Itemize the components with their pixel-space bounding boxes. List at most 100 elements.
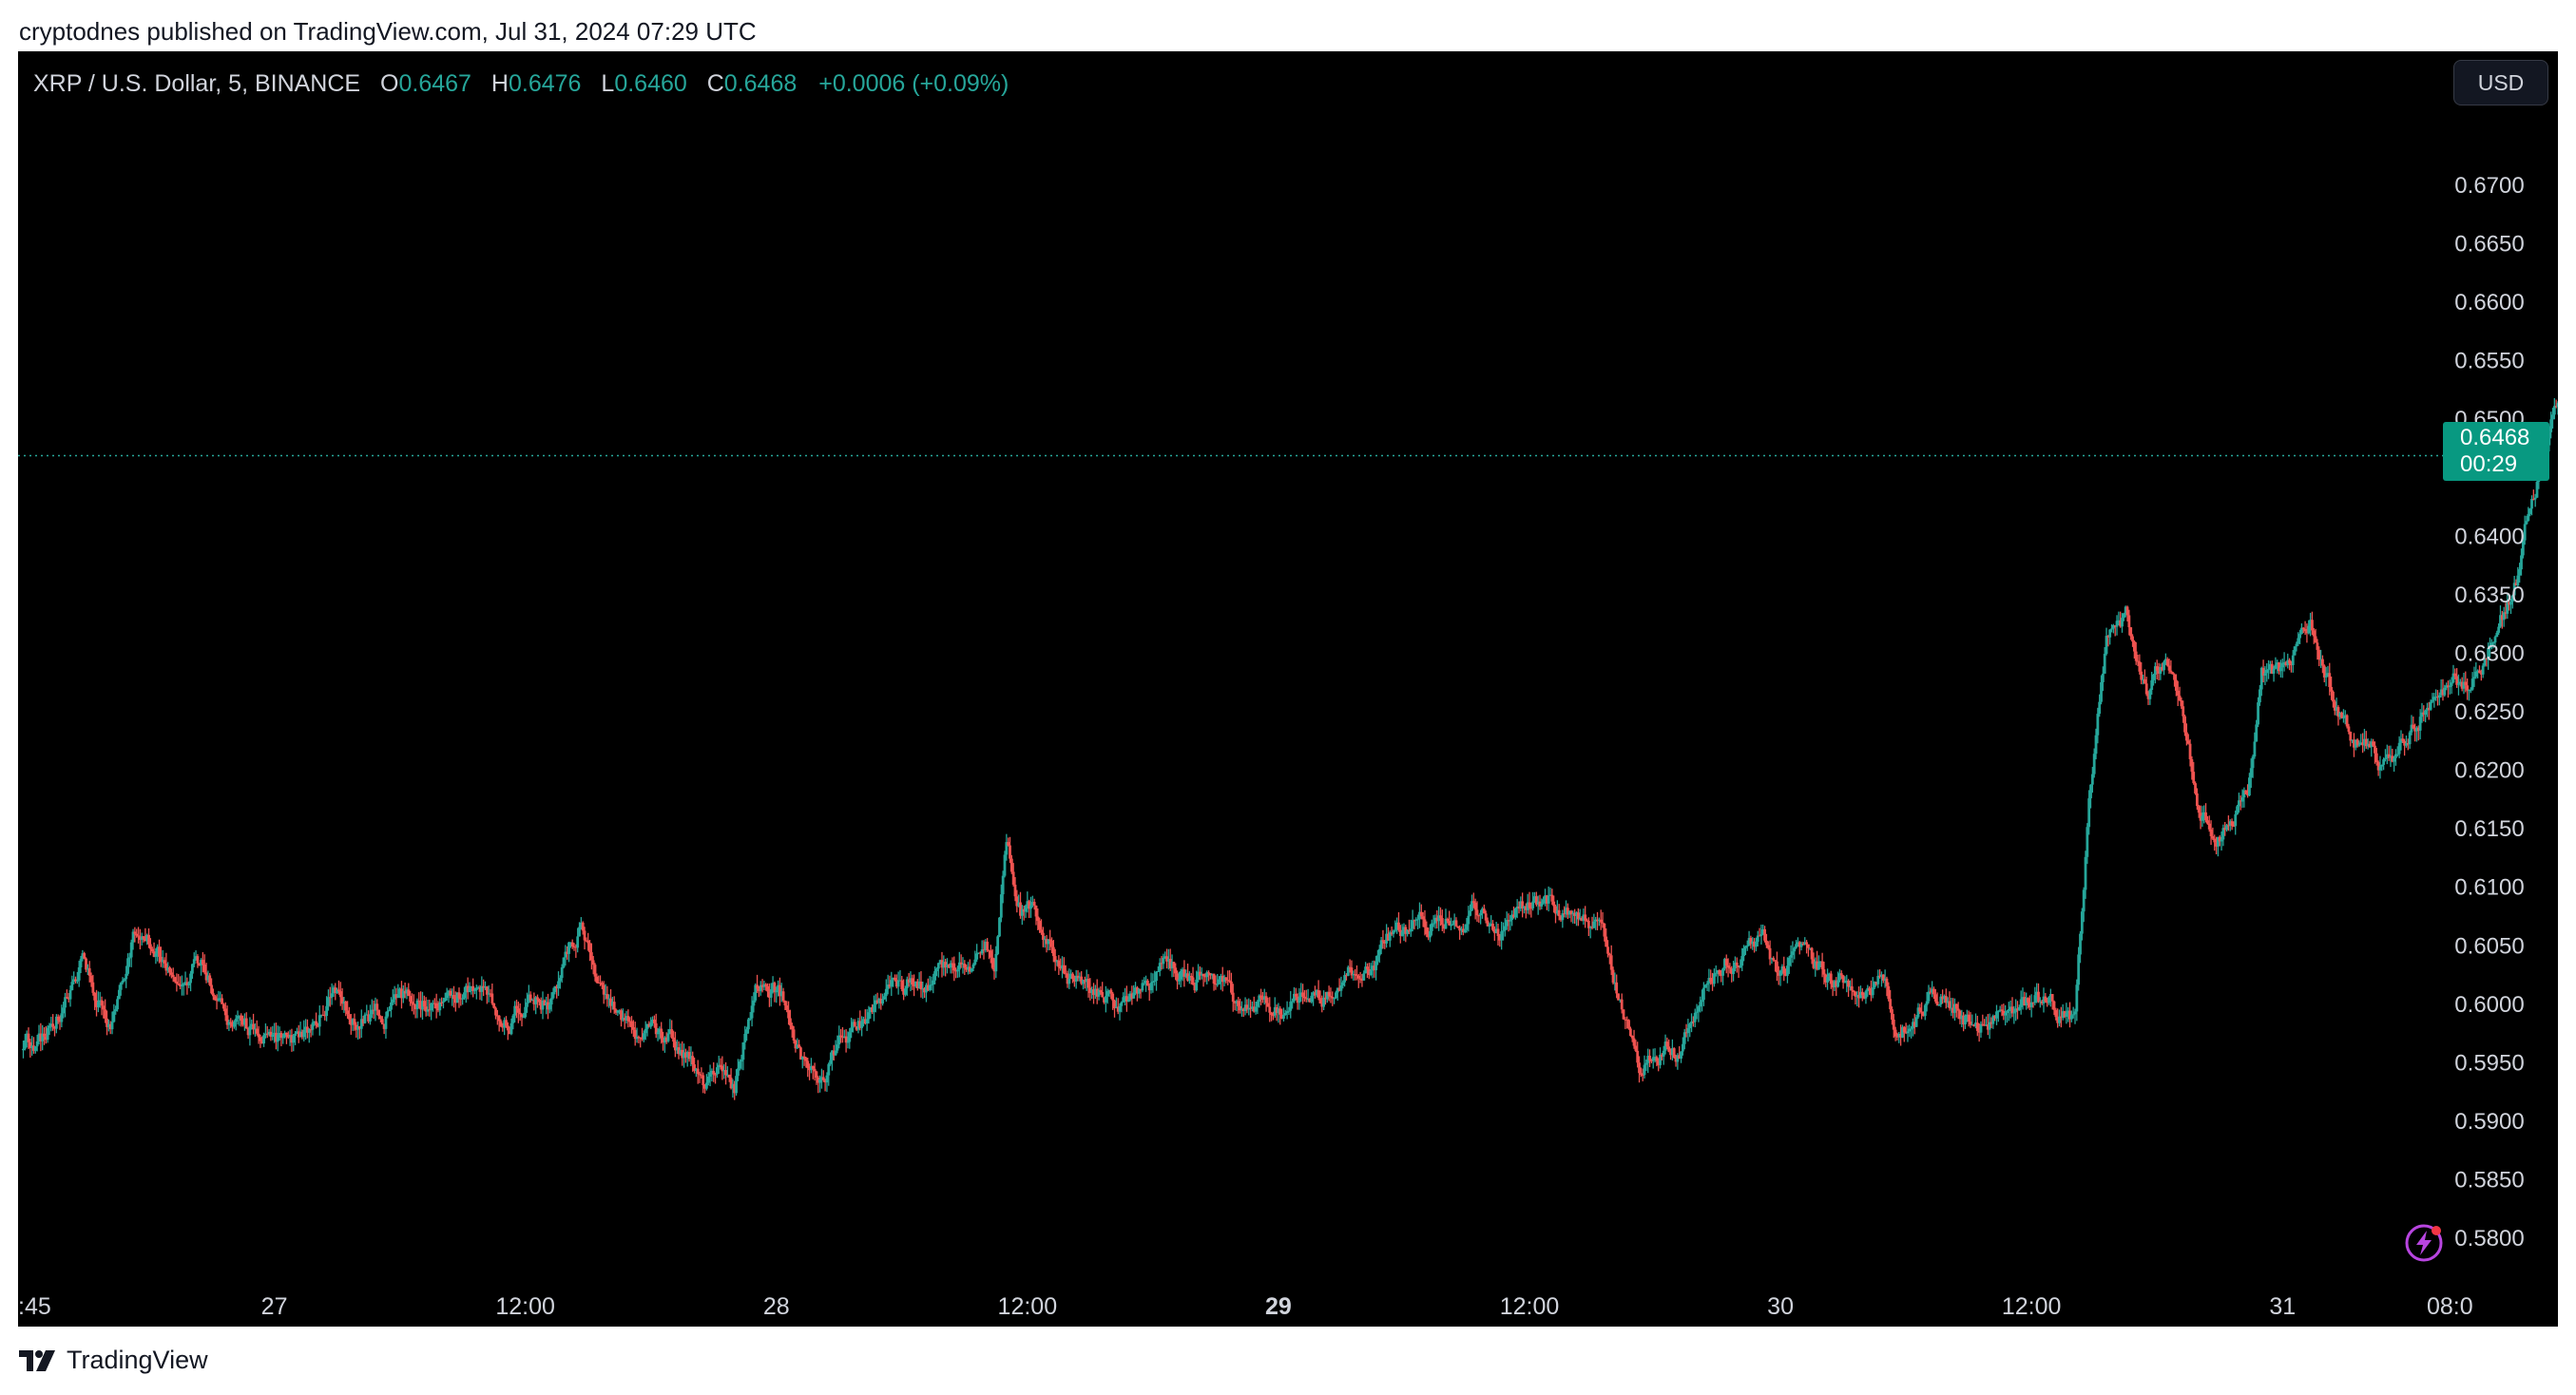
candle-body-535 [954,970,958,972]
candle-body-455 [815,1071,818,1078]
price-tick-0: 0.6700 [2454,173,2524,199]
candle-body-892 [1576,912,1580,920]
candle-body-311 [564,951,567,958]
candle-body-939 [1659,1054,1662,1065]
candle-body-1034 [1824,974,1828,983]
candle-body-592 [1053,956,1057,963]
candle-body-863 [1526,902,1529,910]
candle-body-1075 [1895,1036,1899,1038]
candle-body-792 [1402,927,1406,932]
candle-body-1330 [2340,712,2343,718]
candle-body-598 [1064,973,1067,975]
candle-body-885 [1565,908,1567,914]
candle-body-576 [1026,901,1029,907]
candle-body-1144 [2016,1008,2019,1011]
candle-body-1228 [2163,661,2165,671]
candle-body-537 [957,962,961,970]
candle-body-482 [862,1019,865,1022]
candle-body-1089 [1920,1011,1924,1013]
candle-body-1038 [1831,984,1835,988]
candle-body-1435 [2523,524,2527,541]
chart-panel[interactable]: 0.6700 0.6650 0.6600 0.6550 0.6500 0.6400 0.63… [18,51,2558,1327]
candle-body-69 [142,936,145,939]
candle-body-815 [1442,925,1446,929]
candle-body-578 [1029,905,1032,909]
candle-body-691 [1226,980,1230,982]
candle-body-1198 [2110,628,2113,630]
candlestick-chart[interactable]: 0.67000.66500.66000.65500.65000.64000.63… [18,51,2558,1327]
candle-body-1092 [1925,1001,1929,1005]
candle-body-379 [682,1052,685,1059]
candle-body-1176 [2071,1014,2075,1016]
candle-body-1454 [2556,403,2558,408]
candle-body-511 [913,984,916,986]
candle-body-483 [863,1019,867,1024]
candle-body-84 [168,966,171,973]
candle-body-1120 [1974,1022,1977,1027]
candle-body-466 [834,1050,837,1056]
candle-body-1019 [1797,942,1801,947]
candle-body-1140 [2009,1006,2012,1009]
candle-body-573 [1020,908,1024,916]
candle-body-1196 [2106,636,2110,638]
candle-body-1032 [1820,961,1824,970]
candle-body-410 [737,1068,740,1077]
candle-body-868 [1534,896,1538,905]
candle-body-1006 [1776,961,1778,973]
candle-body-49 [106,1023,110,1027]
candle-body-1250 [2201,815,2204,821]
candle-body-204 [377,1009,381,1017]
candle-body-25 [65,997,68,999]
candle-body-1147 [2021,997,2025,1000]
candle-body-1372 [2413,728,2417,732]
candle-body-1353 [2380,764,2384,767]
candle-body-1112 [1960,1015,1964,1020]
candle-body-147 [278,1032,281,1036]
candle-body-922 [1628,1028,1632,1036]
candle-body-765 [1355,974,1358,976]
candle-body-92 [182,983,185,985]
candle-body-674 [1197,971,1200,980]
candle-body-1237 [2178,696,2182,701]
candle-body-1452 [2552,406,2556,415]
candle-body-675 [1198,971,1201,976]
candle-body-879 [1554,906,1557,914]
currency-button[interactable]: USD [2453,60,2548,105]
candle-body-826 [1461,928,1465,933]
price-tick-13: 0.6000 [2454,992,2524,1018]
bolt-icon[interactable] [2403,1222,2445,1264]
candle-body-522 [932,980,935,985]
candle-body-945 [1669,1051,1672,1056]
candle-body-480 [858,1021,862,1028]
time-tick-3: 28 [763,1293,790,1320]
candle-body-636 [1130,993,1134,999]
candle-body-774 [1371,965,1375,971]
candle-body-887 [1567,910,1571,915]
candle-body-1451 [2551,414,2554,420]
candle-body-1127 [1986,1024,1990,1030]
candle-body-1417 [2491,642,2495,644]
candle-body-1240 [2183,716,2186,733]
candle-body-1219 [2146,694,2150,699]
candle-body-832 [1471,901,1475,904]
candle-body-1343 [2363,738,2366,746]
candle-body-273 [497,1015,501,1022]
candle-body-443 [794,1040,798,1049]
candle-body-40 [91,982,95,993]
candle-body-626 [1113,1000,1116,1009]
candle-body-690 [1224,977,1228,981]
candle-body-531 [947,965,951,968]
candle-body-717 [1272,1015,1275,1017]
footer-brand[interactable]: TradingView [19,1346,208,1375]
candle-body-196 [363,1014,367,1023]
candle-body-1396 [2455,676,2459,685]
candle-body-1348 [2372,741,2375,746]
candle-body-595 [1059,966,1063,969]
candle-body-1370 [2410,724,2413,733]
candle-body-85 [169,972,173,975]
candle-body-395 [710,1070,714,1073]
candle-body-44 [98,1000,102,1003]
candle-body-440 [789,1018,792,1026]
candle-body-418 [750,1005,754,1019]
candle-body-933 [1648,1055,1651,1061]
